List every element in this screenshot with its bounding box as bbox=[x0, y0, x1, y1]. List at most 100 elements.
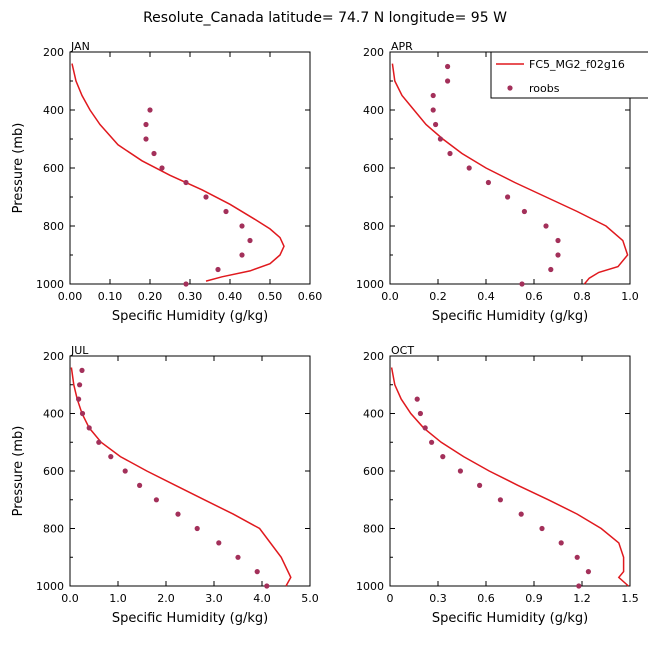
obs-point bbox=[497, 497, 503, 503]
x-tick-label: 3.0 bbox=[205, 592, 223, 605]
obs-point bbox=[96, 439, 102, 445]
obs-point bbox=[555, 237, 561, 244]
x-axis-label: Specific Humidity (g/kg) bbox=[112, 309, 268, 324]
legend: FC5_MG2_f02g16 roobs bbox=[490, 51, 648, 99]
y-axis-label: Pressure (mb) bbox=[11, 123, 26, 214]
y-tick-label: 800 bbox=[43, 523, 64, 536]
x-tick-label: 0.60 bbox=[298, 290, 323, 303]
obs-point bbox=[543, 223, 549, 229]
y-tick-label: 800 bbox=[43, 220, 64, 233]
obs-point bbox=[175, 511, 181, 517]
series-line-model bbox=[391, 63, 629, 285]
obs-point bbox=[477, 482, 483, 488]
obs-point bbox=[239, 252, 245, 258]
y-tick-label: 600 bbox=[363, 465, 384, 478]
obs-point bbox=[151, 150, 157, 157]
y-tick-label: 200 bbox=[43, 350, 64, 363]
obs-point bbox=[539, 525, 545, 532]
obs-point bbox=[414, 396, 420, 402]
obs-point bbox=[457, 468, 463, 474]
x-tick-label: 0.8 bbox=[573, 290, 591, 303]
obs-point bbox=[576, 583, 582, 589]
x-tick-label: 1.2 bbox=[573, 592, 591, 605]
series-line-model bbox=[70, 367, 292, 587]
panel-label: OCT bbox=[391, 344, 414, 357]
obs-point bbox=[574, 554, 580, 560]
obs-point bbox=[445, 63, 451, 70]
x-tick-label: 2.0 bbox=[157, 592, 175, 605]
obs-point bbox=[548, 266, 554, 273]
obs-point bbox=[440, 454, 446, 460]
panel-label: JUL bbox=[70, 344, 89, 357]
x-tick-label: 0.20 bbox=[138, 290, 163, 303]
obs-point bbox=[122, 468, 128, 474]
x-tick-label: 0.50 bbox=[258, 290, 283, 303]
obs-point bbox=[417, 410, 423, 417]
obs-point bbox=[143, 121, 149, 128]
obs-point bbox=[254, 569, 260, 575]
x-axis-label: Specific Humidity (g/kg) bbox=[112, 611, 268, 626]
obs-point bbox=[466, 165, 472, 171]
plot-frame bbox=[69, 51, 311, 285]
obs-point bbox=[437, 136, 443, 142]
obs-point bbox=[485, 179, 491, 186]
obs-point bbox=[585, 569, 592, 575]
y-tick-label: 400 bbox=[363, 104, 384, 117]
x-tick-label: 0.4 bbox=[477, 290, 495, 303]
x-tick-label: 1.0 bbox=[621, 290, 639, 303]
obs-point bbox=[445, 78, 451, 84]
obs-point bbox=[430, 107, 436, 113]
obs-point bbox=[79, 410, 86, 417]
panel-jul: JUL 0.0 1.0 2.0 3.0 4.0 5.0 200 400 600 800 1000 Spe… bbox=[11, 344, 319, 626]
obs-point bbox=[235, 554, 241, 560]
obs-point bbox=[137, 482, 143, 488]
x-tick-label: 4.0 bbox=[253, 592, 271, 605]
y-tick-label: 600 bbox=[363, 162, 384, 175]
x-tick-label: 0.9 bbox=[525, 592, 543, 605]
obs-point bbox=[505, 194, 511, 200]
x-tick-label: 0.2 bbox=[429, 290, 447, 303]
y-tick-label: 200 bbox=[363, 350, 384, 363]
obs-point bbox=[77, 382, 83, 388]
obs-point bbox=[264, 583, 270, 589]
series-line-model bbox=[71, 63, 285, 282]
y-tick-label: 800 bbox=[363, 523, 384, 536]
x-tick-label: 0.3 bbox=[429, 592, 447, 605]
obs-point bbox=[183, 179, 189, 186]
obs-point bbox=[108, 454, 114, 460]
obs-point bbox=[447, 150, 453, 157]
x-tick-label: 5.0 bbox=[301, 592, 319, 605]
y-tick-label: 600 bbox=[43, 465, 64, 478]
obs-point bbox=[79, 367, 85, 373]
obs-point bbox=[86, 425, 92, 431]
y-tick-label: 400 bbox=[363, 408, 384, 421]
legend-obs-label: roobs bbox=[529, 82, 560, 95]
obs-point bbox=[521, 208, 528, 215]
y-tick-label: 1000 bbox=[356, 580, 384, 593]
plot-frame bbox=[69, 355, 311, 587]
legend-box bbox=[490, 51, 648, 99]
panel-oct: OCT 0 0.3 0.6 0.9 1.2 1.5 200 400 600 800 1000 Speci… bbox=[356, 344, 639, 626]
x-tick-label: 0 bbox=[387, 592, 394, 605]
obs-point bbox=[215, 266, 221, 273]
series-line-model bbox=[390, 367, 629, 587]
panel-label: APR bbox=[391, 40, 413, 53]
plot-frame bbox=[389, 355, 631, 587]
obs-point bbox=[519, 281, 525, 287]
obs-point bbox=[429, 439, 435, 445]
y-tick-label: 1000 bbox=[36, 278, 64, 291]
y-tick-label: 200 bbox=[363, 46, 384, 59]
x-tick-label: 1.5 bbox=[621, 592, 639, 605]
obs-point bbox=[430, 92, 436, 99]
obs-point bbox=[433, 121, 439, 128]
obs-point bbox=[159, 165, 165, 171]
figure-title: Resolute_Canada latitude= 74.7 N longitu… bbox=[143, 10, 507, 26]
x-axis-label: Specific Humidity (g/kg) bbox=[432, 611, 588, 626]
panel-jan: JAN 0.00 0.10 0.20 0.30 0.40 0.50 0.60 200 400 600… bbox=[11, 40, 322, 324]
obs-point bbox=[422, 425, 428, 431]
obs-point bbox=[183, 281, 189, 287]
obs-point bbox=[143, 136, 149, 142]
x-tick-label: 0.0 bbox=[381, 290, 399, 303]
